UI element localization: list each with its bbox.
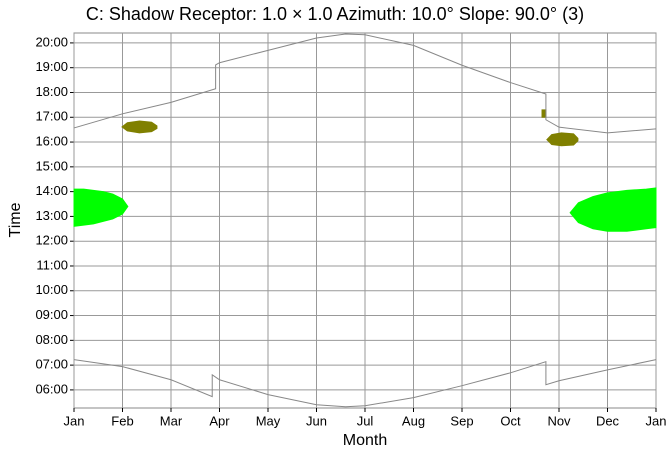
sun-line [73, 359, 657, 408]
shadow-area [121, 120, 158, 134]
y-tick-label: 20:00 [35, 34, 68, 49]
y-tick-label: 17:00 [35, 109, 68, 124]
y-tick-label: 14:00 [35, 183, 68, 198]
shadow-area [73, 188, 129, 227]
chart-title: C: Shadow Receptor: 1.0 × 1.0 Azimuth: 1… [86, 4, 584, 24]
x-tick-label: Apr [209, 413, 230, 428]
x-tick-label: Sep [450, 413, 473, 428]
y-tick-label: 06:00 [35, 381, 68, 396]
x-tick-label: Jun [306, 413, 327, 428]
y-tick-label: 18:00 [35, 84, 68, 99]
x-axis-label: Month [343, 432, 387, 449]
x-tick-label: Nov [547, 413, 571, 428]
y-axis-label: Time [7, 202, 24, 237]
sun-line [73, 33, 657, 134]
y-tick-label: 15:00 [35, 158, 68, 173]
y-tick-label: 11:00 [36, 257, 68, 272]
x-tick-label: Jul [357, 413, 374, 428]
shadow-area [546, 132, 579, 147]
shadow-area [541, 109, 547, 118]
y-tick-label: 12:00 [35, 233, 68, 248]
x-tick-label: May [256, 413, 281, 428]
x-tick-label: Jan [646, 413, 667, 428]
y-tick-label: 08:00 [35, 332, 68, 347]
x-tick-label: Feb [111, 413, 133, 428]
x-tick-label: Dec [596, 413, 620, 428]
y-tick-label: 16:00 [35, 133, 68, 148]
x-tick-label: Jan [64, 413, 85, 428]
y-tick-label: 07:00 [35, 357, 68, 372]
y-tick-label: 13:00 [35, 208, 68, 223]
x-tick-label: Oct [500, 413, 521, 428]
x-tick-label: Aug [402, 413, 425, 428]
x-tick-label: Mar [160, 413, 183, 428]
y-tick-label: 10:00 [35, 282, 68, 297]
y-tick-label: 19:00 [35, 59, 68, 74]
y-tick-label: 09:00 [35, 307, 68, 322]
shadow-area [569, 187, 657, 232]
